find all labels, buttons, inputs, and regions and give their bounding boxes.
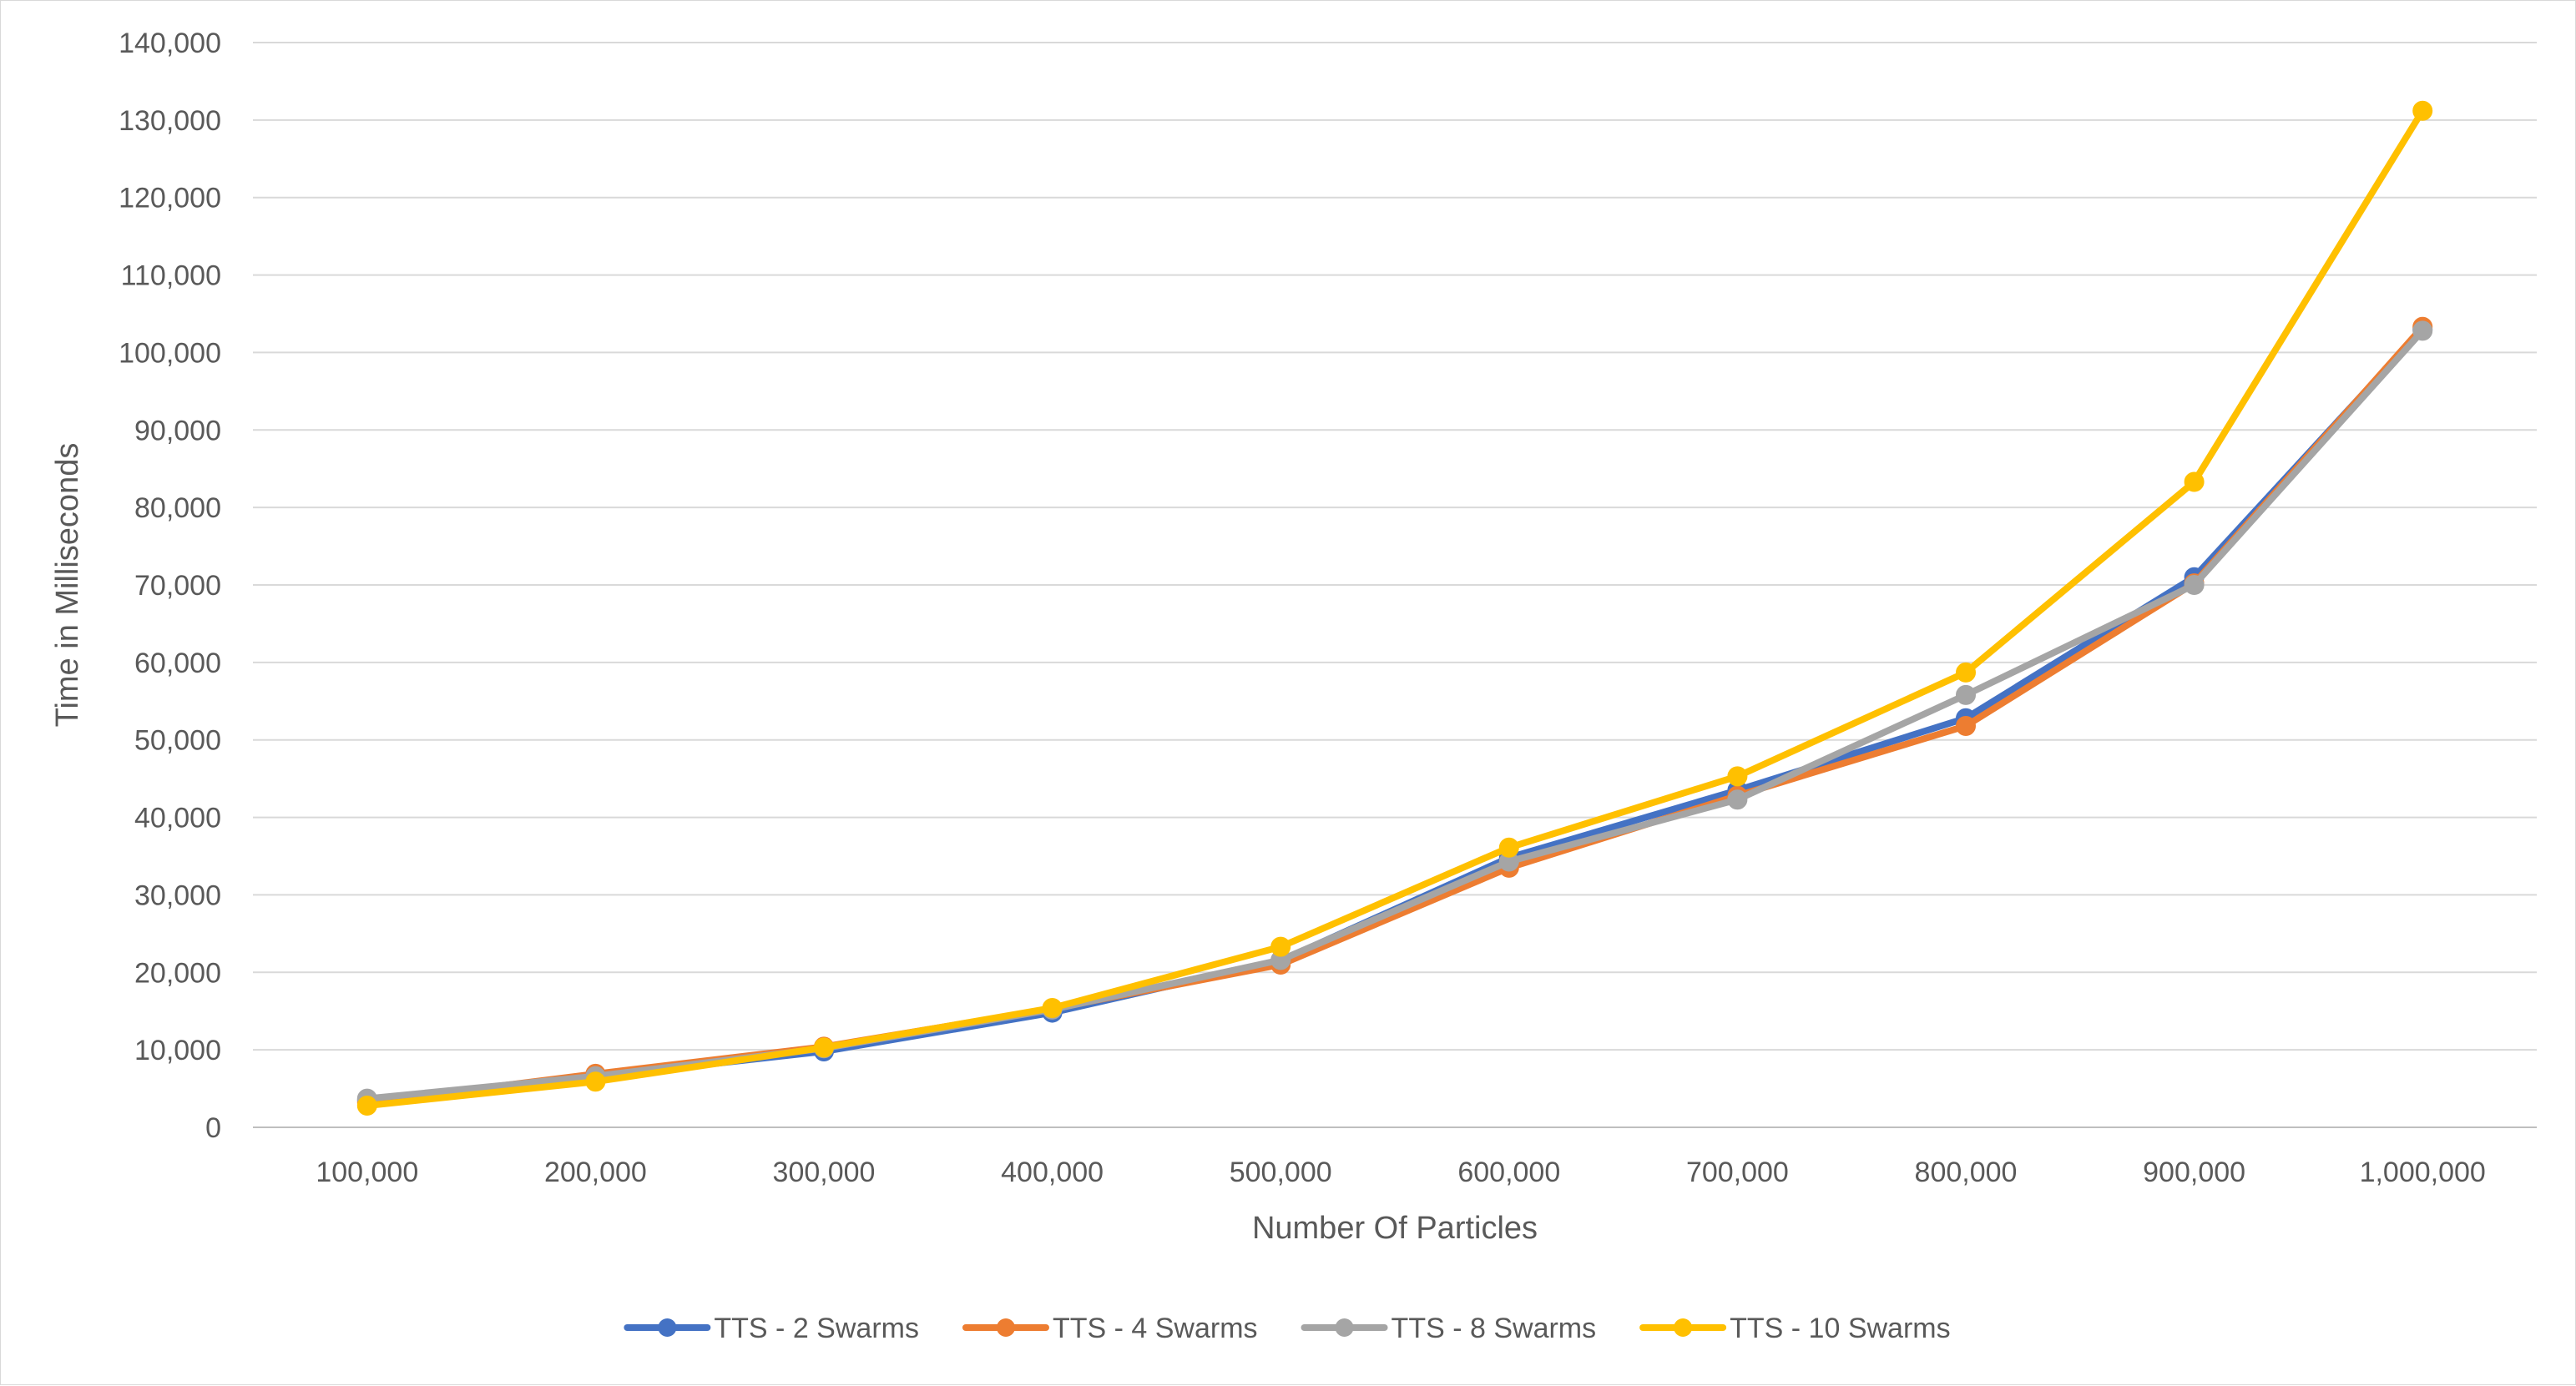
data-point bbox=[1270, 936, 1291, 957]
legend-label: TTS - 10 Swarms bbox=[1730, 1313, 1950, 1344]
series-lines bbox=[356, 100, 2433, 1116]
data-point bbox=[1727, 789, 1748, 810]
y-tick-label: 20,000 bbox=[134, 957, 221, 989]
x-tick-label: 900,000 bbox=[2143, 1157, 2245, 1188]
legend-item: TTS - 10 Swarms bbox=[1639, 1313, 1951, 1344]
x-axis-title: Number Of Particles bbox=[1252, 1211, 1538, 1246]
y-tick-label: 60,000 bbox=[134, 648, 221, 679]
series-line bbox=[363, 327, 2427, 1102]
y-tick-label: 120,000 bbox=[119, 183, 221, 214]
data-point bbox=[1498, 837, 1519, 858]
legend-swatch-marker bbox=[658, 1318, 677, 1337]
legend-label: TTS - 8 Swarms bbox=[1392, 1313, 1597, 1344]
series-line bbox=[363, 107, 2427, 1109]
legend: TTS - 2 Swarms TTS - 4 Swarms TTS - 8 Swar… bbox=[624, 1313, 1951, 1344]
legend-label: TTS - 4 Swarms bbox=[1053, 1313, 1258, 1344]
y-tick-label: 10,000 bbox=[134, 1035, 221, 1066]
series-line bbox=[363, 323, 2427, 1106]
data-point bbox=[1956, 716, 1976, 736]
y-tick-label: 80,000 bbox=[134, 492, 221, 524]
data-point bbox=[1956, 684, 1976, 705]
series-line bbox=[363, 325, 2427, 1104]
y-tick-label: 110,000 bbox=[121, 260, 221, 292]
series-4 bbox=[356, 100, 2433, 1116]
y-tick-label: 130,000 bbox=[119, 105, 221, 137]
x-tick-label: 400,000 bbox=[1001, 1157, 1104, 1188]
x-tick-label: 800,000 bbox=[1915, 1157, 2018, 1188]
y-tick-label: 30,000 bbox=[134, 879, 221, 911]
data-point bbox=[2412, 100, 2433, 121]
y-tick-label: 90,000 bbox=[134, 415, 221, 446]
x-tick-label: 1,000,000 bbox=[2360, 1157, 2486, 1188]
x-tick-label: 500,000 bbox=[1230, 1157, 1332, 1188]
data-point bbox=[356, 1096, 377, 1116]
data-point bbox=[2184, 471, 2205, 492]
y-tick-label: 50,000 bbox=[134, 725, 221, 757]
y-tick-label: 100,000 bbox=[119, 337, 221, 369]
data-point bbox=[585, 1071, 606, 1092]
data-point bbox=[814, 1037, 834, 1058]
x-tick-label: 200,000 bbox=[544, 1157, 647, 1188]
series-1 bbox=[356, 319, 2433, 1111]
gridlines bbox=[253, 42, 2537, 1128]
x-tick-label: 600,000 bbox=[1457, 1157, 1560, 1188]
y-axis-title: Time in Milliseconds bbox=[50, 443, 85, 728]
data-point bbox=[2184, 575, 2205, 595]
x-tick-label: 700,000 bbox=[1686, 1157, 1789, 1188]
legend-label: TTS - 2 Swarms bbox=[714, 1313, 919, 1344]
legend-item: TTS - 4 Swarms bbox=[962, 1313, 1258, 1344]
legend-swatch-marker bbox=[1674, 1318, 1693, 1337]
y-tick-labels: 0 10,000 20,000 30,000 40,000 50,000 60,000 70,… bbox=[119, 28, 221, 1144]
data-point bbox=[1956, 662, 1976, 683]
x-tick-label: 100,000 bbox=[316, 1157, 418, 1188]
legend-swatch-marker bbox=[1335, 1318, 1354, 1337]
x-tick-labels: 100,000 200,000 300,000 400,000 500,000 600,0… bbox=[316, 1157, 2485, 1188]
legend-item: TTS - 2 Swarms bbox=[624, 1313, 919, 1344]
x-tick-label: 300,000 bbox=[773, 1157, 876, 1188]
data-point bbox=[1042, 998, 1063, 1018]
legend-item: TTS - 8 Swarms bbox=[1301, 1313, 1597, 1344]
data-point bbox=[2412, 320, 2433, 341]
legend-swatch-marker bbox=[996, 1318, 1015, 1337]
y-tick-label: 140,000 bbox=[119, 28, 221, 59]
series-3 bbox=[356, 320, 2433, 1109]
series-2 bbox=[356, 316, 2433, 1113]
y-tick-label: 40,000 bbox=[134, 803, 221, 834]
data-point bbox=[1727, 766, 1748, 787]
y-tick-label: 70,000 bbox=[134, 570, 221, 602]
y-tick-label: 0 bbox=[205, 1112, 221, 1144]
